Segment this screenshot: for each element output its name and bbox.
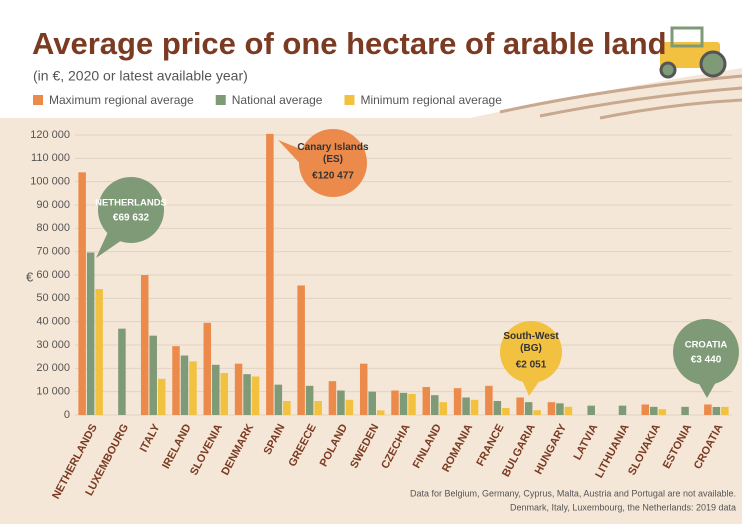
bar xyxy=(204,323,212,415)
bar xyxy=(337,391,345,416)
bar xyxy=(221,373,229,415)
y-tick-label: 120 000 xyxy=(30,129,70,141)
bar xyxy=(181,356,189,416)
bar xyxy=(440,402,448,415)
callout-bubble xyxy=(673,319,739,385)
bar xyxy=(95,289,103,415)
y-tick-label: 30 000 xyxy=(36,339,70,351)
bar xyxy=(172,346,180,415)
y-tick-label: 20 000 xyxy=(36,362,70,374)
bar xyxy=(713,407,721,415)
callout-value: €120 477 xyxy=(312,171,354,182)
y-tick-label: 110 000 xyxy=(31,152,70,164)
bar xyxy=(87,253,95,415)
bar xyxy=(462,398,470,416)
bar xyxy=(681,407,689,415)
bar xyxy=(556,403,564,415)
bar xyxy=(650,407,658,415)
bar xyxy=(587,406,595,415)
bar xyxy=(158,379,166,415)
bar xyxy=(212,365,220,415)
footnote: Denmark, Italy, Luxembourg, the Netherla… xyxy=(510,502,736,512)
bar xyxy=(485,386,493,415)
bar xyxy=(189,361,197,415)
bar xyxy=(548,402,556,415)
chart-subtitle: (in €, 2020 or latest available year) xyxy=(33,68,248,84)
y-tick-label: 50 000 xyxy=(36,292,70,304)
y-tick-label: 90 000 xyxy=(36,199,70,211)
bar xyxy=(565,407,573,415)
y-tick-label: 100 000 xyxy=(30,176,70,188)
callout-title: NETHERLANDS xyxy=(95,198,167,209)
bar xyxy=(619,406,627,415)
bar xyxy=(516,398,524,416)
callout-value: €3 440 xyxy=(691,355,722,366)
y-tick-label: 70 000 xyxy=(36,246,70,258)
callout-bubble xyxy=(98,177,164,243)
y-axis-label: € xyxy=(26,269,34,284)
bar xyxy=(525,402,533,415)
footnote: Data for Belgium, Germany, Cyprus, Malta… xyxy=(410,488,736,498)
bar xyxy=(306,386,314,415)
y-tick-label: 0 xyxy=(64,409,70,421)
y-tick-label: 60 000 xyxy=(36,269,70,281)
bar xyxy=(149,336,157,415)
bar xyxy=(346,400,354,415)
bar xyxy=(721,407,729,415)
bar xyxy=(243,374,251,415)
bar xyxy=(502,408,510,415)
legend-swatch xyxy=(33,95,43,105)
bar xyxy=(329,381,337,415)
bar xyxy=(360,364,368,415)
bar xyxy=(494,401,502,415)
bar xyxy=(377,410,385,415)
callout-value: €2 051 xyxy=(516,360,547,371)
bar xyxy=(704,405,712,416)
bar xyxy=(141,275,149,415)
bar xyxy=(423,387,431,415)
callout-value: €69 632 xyxy=(113,213,150,224)
bar xyxy=(454,388,462,415)
legend-swatch xyxy=(344,95,354,105)
bar xyxy=(642,405,650,416)
page: Average price of one hectare of arable l… xyxy=(0,0,742,524)
bar xyxy=(431,395,439,415)
y-tick-label: 10 000 xyxy=(36,386,70,398)
legend-label: National average xyxy=(232,93,323,107)
bar xyxy=(659,409,667,415)
bar xyxy=(118,329,126,415)
bar xyxy=(275,385,283,415)
bar xyxy=(471,400,479,415)
bar xyxy=(408,394,416,415)
y-tick-label: 80 000 xyxy=(36,222,70,234)
bar xyxy=(297,286,305,416)
legend-swatch xyxy=(216,95,226,105)
bar xyxy=(78,172,86,415)
bar xyxy=(252,377,259,416)
bar xyxy=(533,410,541,415)
bar xyxy=(391,391,399,416)
chart-title: Average price of one hectare of arable l… xyxy=(32,26,667,61)
legend-label: Minimum regional average xyxy=(360,93,502,107)
bar xyxy=(235,364,243,415)
legend-label: Maximum regional average xyxy=(49,93,194,107)
callout-title: CROATIA xyxy=(685,340,728,351)
y-tick-label: 40 000 xyxy=(36,316,70,328)
bar xyxy=(283,401,291,415)
bar xyxy=(400,393,408,415)
bar xyxy=(266,134,274,415)
bar xyxy=(314,401,322,415)
chart: Average price of one hectare of arable l… xyxy=(0,0,742,524)
bar xyxy=(368,392,376,415)
